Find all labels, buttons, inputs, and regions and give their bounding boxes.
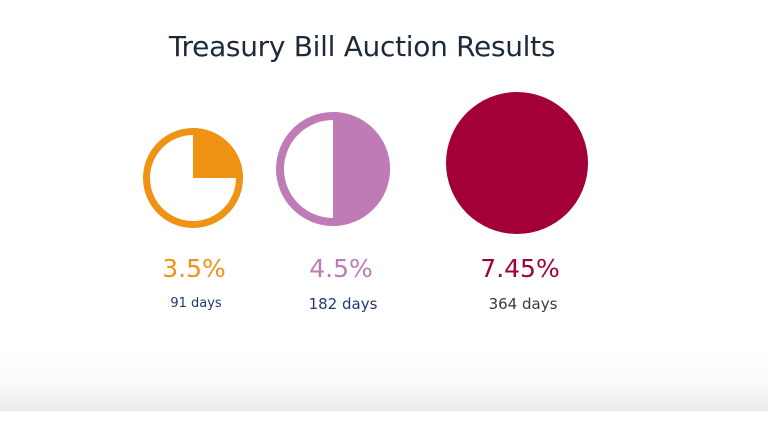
rate-value-182: 4.5% (309, 254, 373, 283)
tenor-label-364: 364 days (488, 295, 558, 313)
rate-circle (276, 112, 390, 226)
rate-circle (446, 92, 588, 234)
rate-value-364: 7.45% (480, 254, 560, 283)
rate-circle (143, 128, 243, 228)
circle-wedge (333, 112, 390, 226)
circle-fill (446, 92, 588, 234)
footer-band (0, 350, 768, 411)
rate-value-91: 3.5% (162, 254, 226, 283)
circle-wedge (193, 128, 243, 178)
tenor-label-182: 182 days (308, 295, 378, 313)
tenor-label-91: 91 days (170, 296, 222, 311)
page-title: Treasury Bill Auction Results (168, 30, 556, 63)
